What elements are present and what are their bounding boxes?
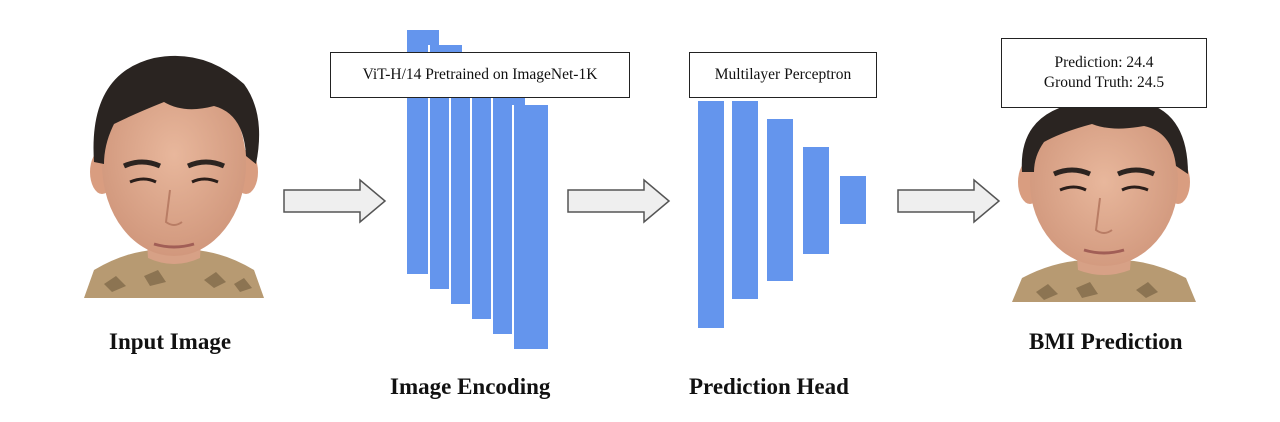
mlp-layer-4 <box>803 147 829 254</box>
prediction-result-box: Prediction: 24.4 Ground Truth: 24.5 <box>1001 38 1207 108</box>
bmi-prediction-label: BMI Prediction <box>1029 329 1183 354</box>
encoder-label-box: ViT-H/14 Pretrained on ImageNet-1K <box>330 52 630 98</box>
input-image-label: Input Image <box>109 329 232 354</box>
mlp-layer-5 <box>840 176 866 224</box>
ground-truth-value: Ground Truth: 24.5 <box>1043 74 1165 91</box>
right-arrow-icon <box>283 178 387 224</box>
mlp-layer-2 <box>732 101 758 299</box>
image-encoding-label: Image Encoding <box>390 374 551 399</box>
mlp-layer-1 <box>698 101 724 328</box>
right-arrow-icon <box>897 178 1001 224</box>
mlp-label-box: Multilayer Perceptron <box>689 52 877 98</box>
prediction-head-label: Prediction Head <box>689 374 849 399</box>
mlp-layer-3 <box>767 119 793 281</box>
right-arrow-icon <box>567 178 671 224</box>
encoder-layer-6 <box>512 105 548 349</box>
input-face-image <box>84 55 264 298</box>
prediction-value: Prediction: 24.4 <box>1054 54 1154 71</box>
output-face-image <box>1012 102 1196 302</box>
